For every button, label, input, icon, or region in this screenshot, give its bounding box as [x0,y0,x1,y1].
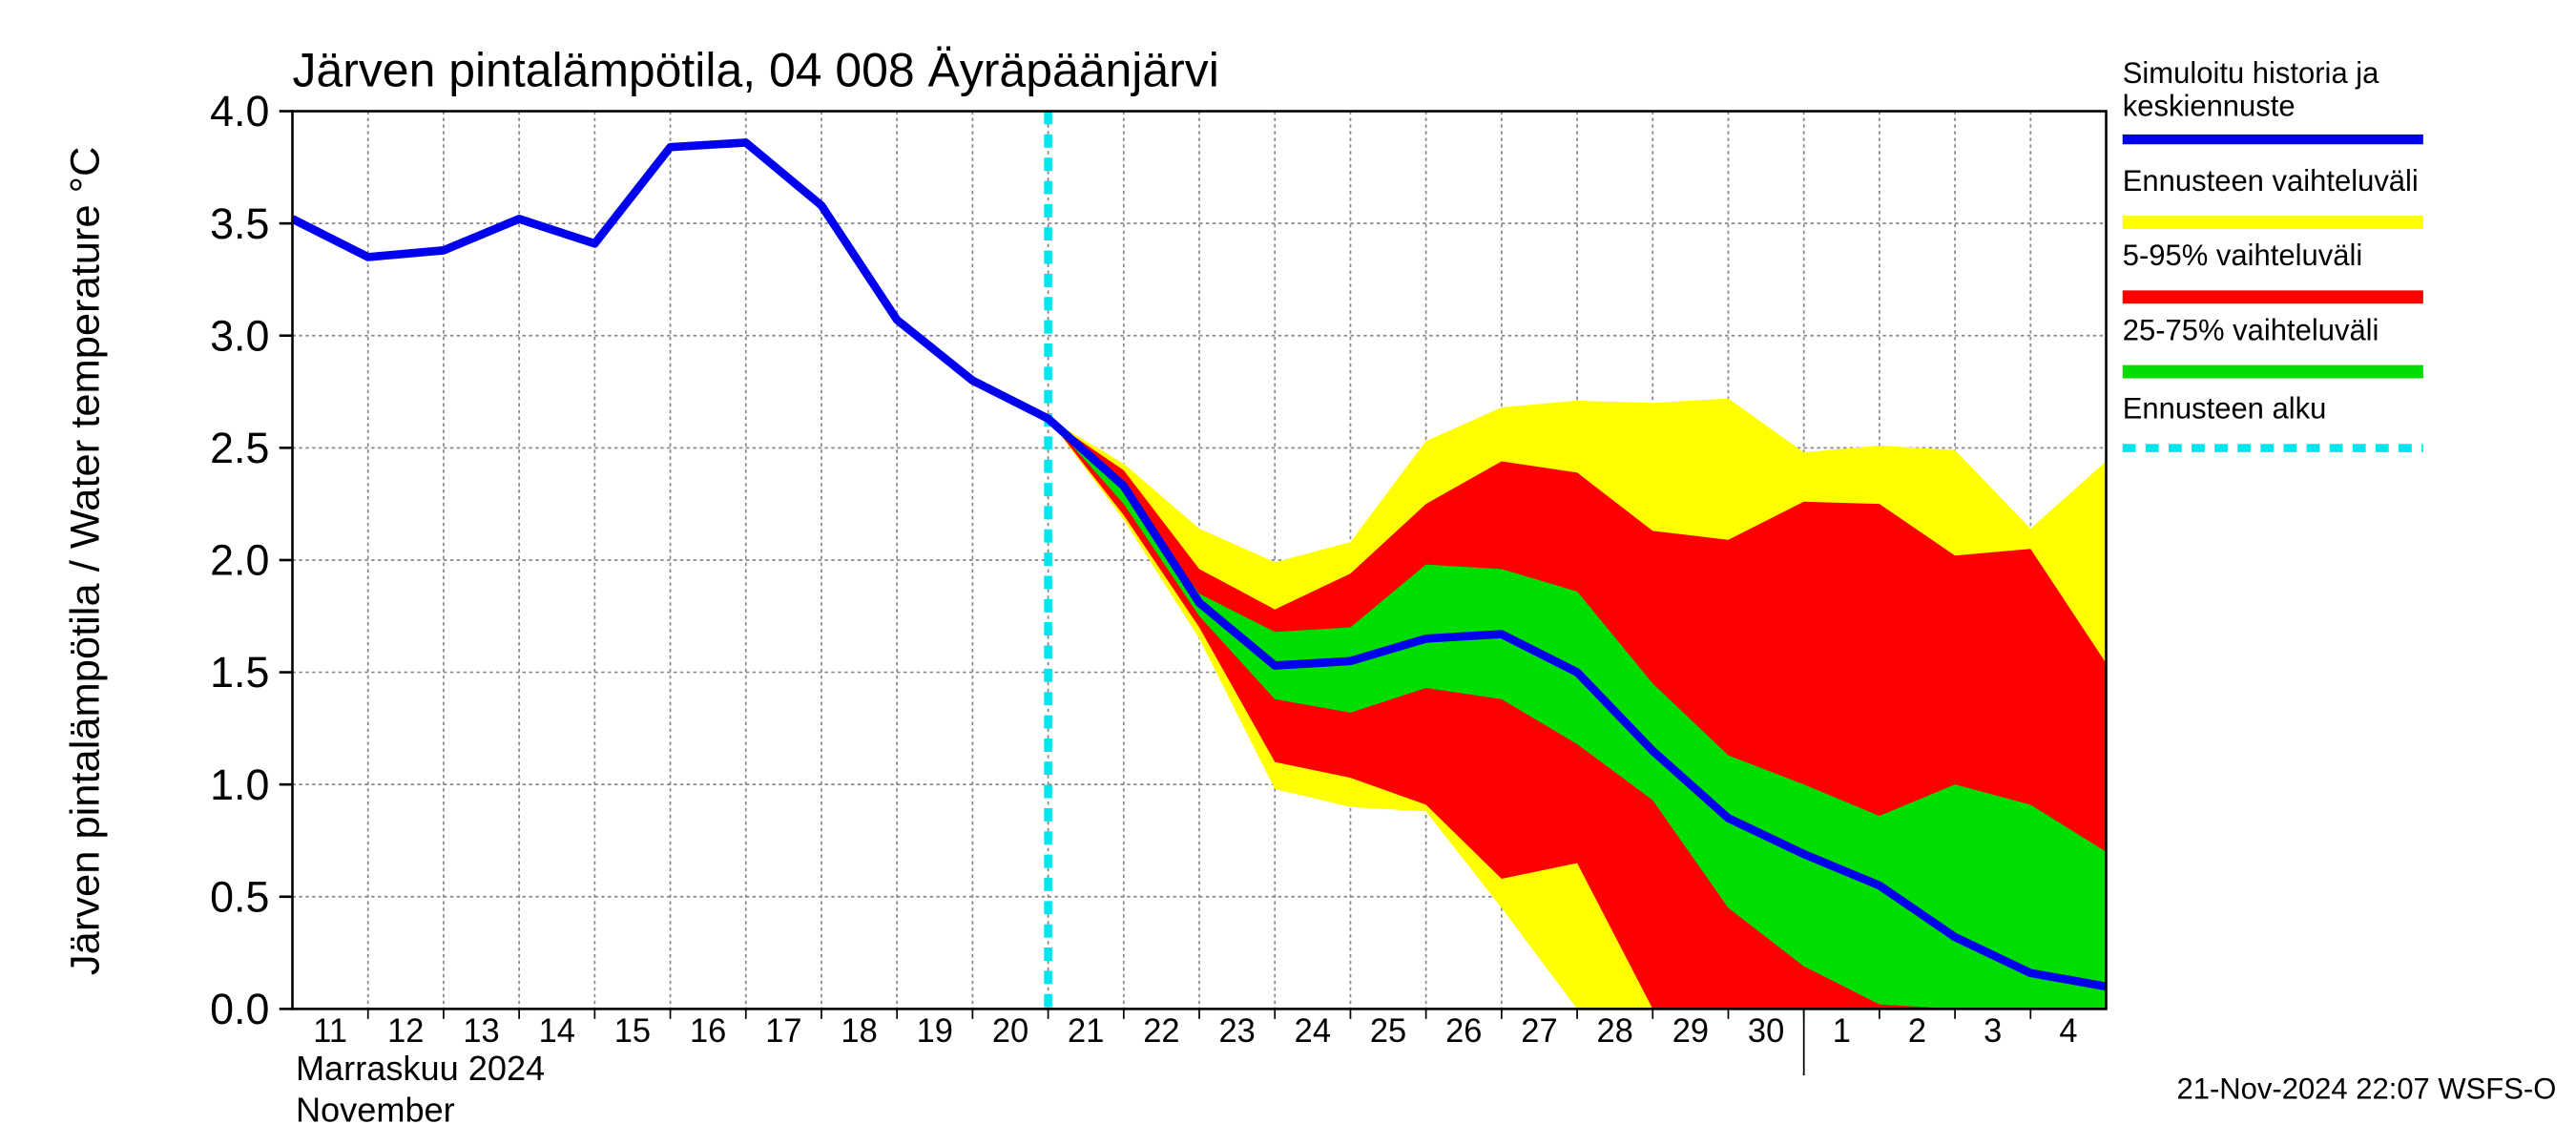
x-tick-label: 11 [313,1013,347,1050]
x-tick-label: 16 [690,1013,726,1050]
band [1048,418,2107,1010]
x-tick-label: 14 [539,1013,575,1050]
x-tick-label: 12 [387,1013,424,1050]
x-axis-label: Marraskuu 2024 [296,1049,545,1088]
y-tick-label: 1.0 [210,760,269,809]
x-tick-label: 21 [1068,1013,1104,1050]
x-tick-label: 15 [614,1013,651,1050]
x-tick-label: 3 [1984,1013,2002,1050]
y-tick-label: 1.5 [210,648,269,697]
y-tick-label: 2.0 [210,535,269,584]
x-tick-label: 24 [1295,1013,1331,1050]
legend-label: 25-75% vaihteluväli [2123,313,2379,346]
y-axis-label: Järven pintalämpötila / Water temperatur… [63,147,109,976]
x-tick-label: 29 [1672,1013,1709,1050]
x-tick-label: 23 [1218,1013,1255,1050]
y-tick-label: 0.0 [210,985,269,1033]
series-line [290,138,2108,991]
chart-title: Järven pintalämpötila, 04 008 Äyräpäänjä… [293,43,1219,96]
y-tick-label: 4.0 [210,87,269,135]
footer: 21-Nov-2024 22:07 WSFS-O [2177,1072,2557,1105]
legend-label: Simuloitu historia ja [2123,56,2379,90]
x-tick-label: 25 [1370,1013,1406,1050]
y-tick-label: 2.5 [210,424,269,472]
legend-label: Ennusteen vaihteluväli [2123,164,2419,198]
x-tick-label: 30 [1748,1013,1784,1050]
legend-label: keskiennuste [2123,90,2296,123]
x-axis-label: November [296,1090,455,1129]
x-tick-label: 27 [1521,1013,1557,1050]
x-tick-label: 2 [1908,1013,1926,1050]
x-tick-label: 26 [1445,1013,1482,1050]
x-tick-label: 28 [1597,1013,1633,1050]
legend-label: 5-95% vaihteluväli [2123,239,2362,272]
x-tick-label: 19 [917,1013,953,1050]
y-tick-label: 3.5 [210,199,269,248]
x-tick-label: 13 [463,1013,499,1050]
y-tick-label: 0.5 [210,872,269,921]
x-tick-label: 4 [2059,1013,2077,1050]
x-tick-label: 18 [841,1013,877,1050]
legend-label: Ennusteen alku [2123,391,2327,425]
x-tick-label: 22 [1143,1013,1179,1050]
x-tick-label: 17 [765,1013,801,1050]
y-tick-label: 3.0 [210,311,269,360]
x-tick-label: 20 [992,1013,1028,1050]
x-tick-label: 1 [1833,1013,1851,1050]
